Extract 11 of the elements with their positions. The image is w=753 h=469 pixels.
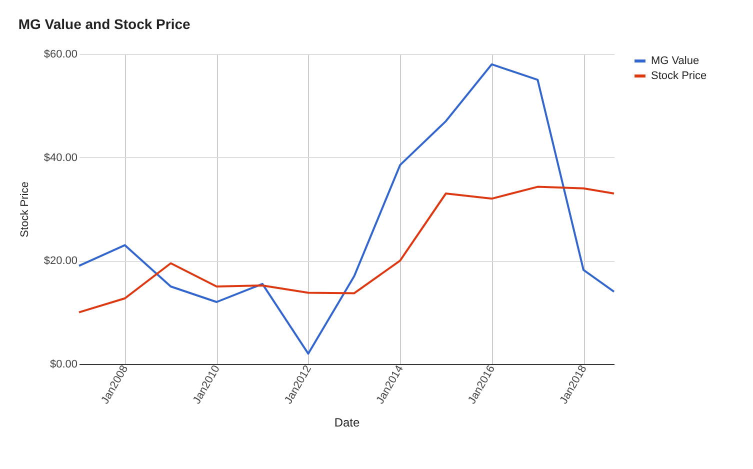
x-axis-title: Date: [334, 416, 360, 430]
y-tick-label: $0.00: [50, 358, 78, 370]
y-tick-label: $60.00: [44, 48, 78, 60]
line-series: [78, 63, 615, 355]
chart-title: MG Value and Stock Price: [18, 16, 191, 32]
legend-label: MG Value: [651, 55, 700, 67]
legend-label: Stock Price: [651, 70, 707, 82]
y-tick-label: $40.00: [44, 152, 78, 164]
y-axis-title: Stock Price: [18, 182, 31, 238]
y-tick-label: $20.00: [44, 255, 78, 268]
line-series: [78, 186, 615, 314]
